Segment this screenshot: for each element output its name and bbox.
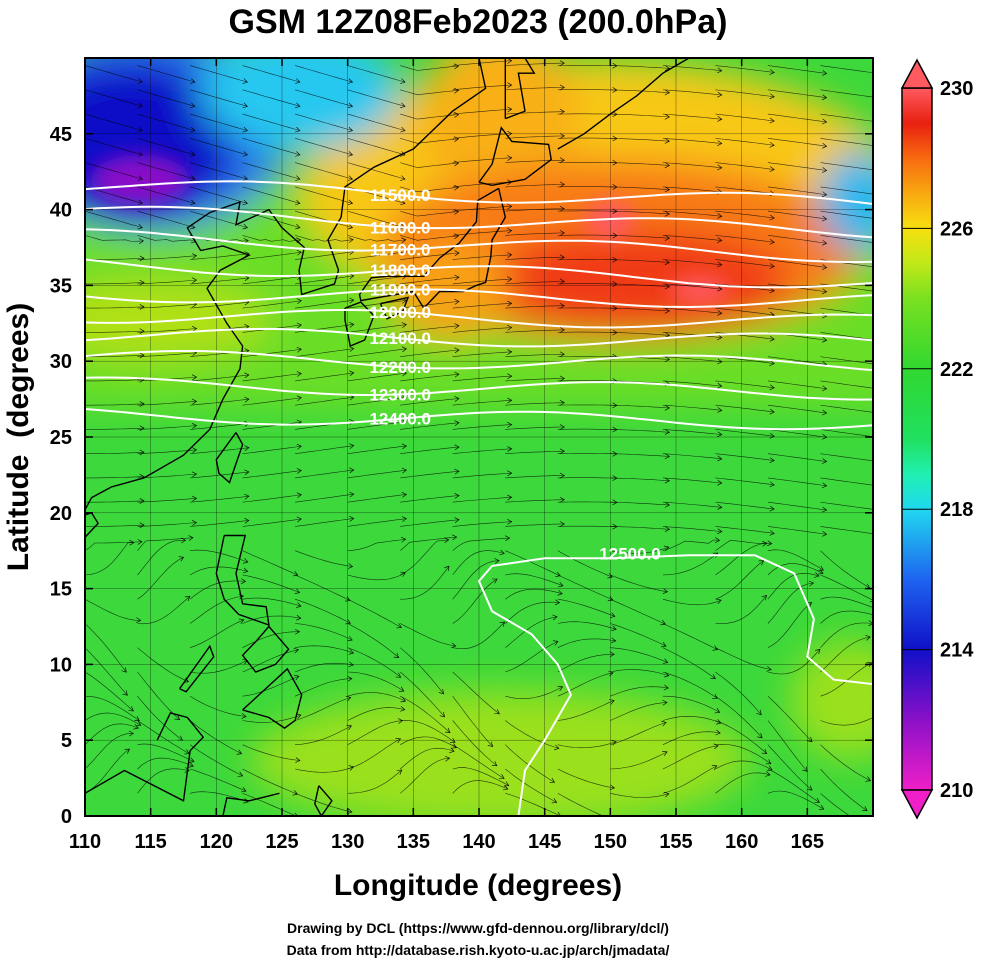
y-tick-label: 40 [50, 200, 72, 222]
contour-label: 11900.0 [370, 281, 431, 300]
x-tick-label: 160 [725, 831, 758, 853]
lat-lon-grid [85, 58, 873, 816]
credit-drawing: Drawing by DCL (https://www.gfd-dennou.o… [287, 920, 669, 936]
x-axis-label: Longitude (degrees) [334, 869, 622, 902]
contour-line [85, 376, 873, 401]
y-tick-label: 15 [50, 579, 72, 601]
x-tick-label: 120 [200, 831, 233, 853]
coastlines [85, 58, 690, 816]
contour-line [85, 350, 873, 372]
y-tick-label: 25 [50, 427, 72, 449]
colorbar-label: 226 [940, 218, 973, 240]
colorbar-min-arrow [900, 789, 934, 820]
x-tick-label: 140 [462, 831, 495, 853]
x-tick-label: 165 [791, 831, 824, 853]
x-tick-label: 150 [594, 831, 627, 853]
y-tick-label: 0 [61, 806, 72, 828]
contour-label: 11700.0 [370, 241, 431, 260]
contour-line [477, 554, 873, 816]
colorbar-label: 218 [940, 499, 973, 521]
colorbar-label: 214 [940, 640, 974, 662]
y-tick-label: 5 [61, 730, 72, 752]
contour-label: 12500.0 [599, 545, 660, 564]
contour-label: 12300.0 [369, 385, 430, 404]
y-tick-label: 20 [50, 503, 72, 525]
colorbar: 230 226 222 218 214 210 [900, 58, 974, 820]
y-tick-label: 30 [50, 351, 72, 373]
y-tick-label: 10 [50, 654, 72, 676]
contour-label: 11800.0 [370, 261, 431, 280]
contour-label: 12200.0 [369, 358, 430, 377]
colorbar-label: 210 [940, 780, 973, 802]
x-tick-label: 145 [528, 831, 561, 853]
contour-line [85, 180, 873, 205]
y-tick-label: 35 [50, 275, 72, 297]
contour-label: 12100.0 [369, 329, 430, 348]
y-axis-ticks: 0 5 10 15 20 25 30 35 40 45 [50, 124, 873, 828]
x-tick-label: 130 [331, 831, 364, 853]
contour-line [85, 258, 873, 289]
contour-line [85, 408, 873, 431]
x-axis-ticks: 110 115 120 125 130 135 140 145 150 155 160 165 [69, 58, 824, 853]
x-tick-label: 135 [397, 831, 430, 853]
contour-label: 12000.0 [369, 303, 430, 322]
contour-line [85, 228, 873, 263]
colorbar-label: 222 [940, 359, 973, 381]
wind-streamlines [85, 58, 873, 816]
contour-line [85, 288, 873, 309]
contour-label: 12400.0 [369, 410, 430, 429]
map-title: GSM 12Z08Feb2023 (200.0hPa) [229, 3, 728, 41]
x-tick-label: 125 [265, 831, 298, 853]
x-tick-label: 155 [659, 831, 692, 853]
x-tick-label: 110 [69, 831, 101, 853]
contour-line [85, 327, 873, 348]
y-tick-label: 45 [50, 124, 72, 146]
y-axis-label: Latitude (degrees) [2, 303, 35, 571]
x-tick-label: 115 [135, 831, 167, 853]
credit-data: Data from http://database.rish.kyoto-u.a… [287, 942, 670, 958]
contour-label: 11500.0 [370, 186, 431, 205]
contour-label: 11600.0 [370, 218, 431, 237]
contour-line [85, 205, 873, 239]
contour-line [85, 309, 873, 329]
colorbar-label: 230 [940, 78, 973, 100]
colorbar-max-arrow [900, 58, 934, 89]
